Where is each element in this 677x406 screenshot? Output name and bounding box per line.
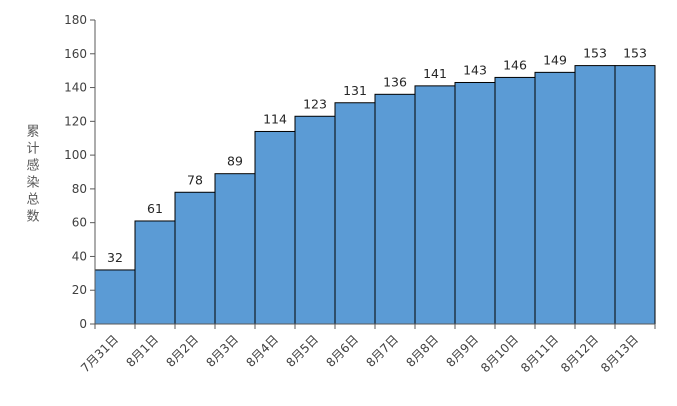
data-label: 89 xyxy=(227,154,243,169)
x-tick-label: 8月7日 xyxy=(363,332,401,370)
y-tick-label: 0 xyxy=(79,317,87,331)
y-tick-label: 100 xyxy=(64,148,87,162)
data-label: 61 xyxy=(147,201,163,216)
x-tick-label: 8月3日 xyxy=(203,332,241,370)
x-tick-label: 8月4日 xyxy=(243,332,281,370)
x-tick-label: 8月10日 xyxy=(478,332,521,375)
data-label: 123 xyxy=(303,96,327,111)
x-tick-label: 8月2日 xyxy=(163,332,201,370)
y-tick-label: 60 xyxy=(72,216,87,230)
y-axis-title: 累计感染总数 xyxy=(26,125,39,225)
data-label: 78 xyxy=(187,172,203,187)
data-label: 153 xyxy=(583,46,607,61)
x-tick-label: 8月12日 xyxy=(558,332,601,375)
data-label: 114 xyxy=(263,111,287,126)
y-tick-label: 80 xyxy=(72,182,87,196)
y-tick-label: 40 xyxy=(72,249,87,263)
bar xyxy=(494,76,536,325)
bar xyxy=(574,65,616,325)
bar xyxy=(534,71,576,325)
x-tick-label: 8月9日 xyxy=(443,332,481,370)
x-tick-label: 8月1日 xyxy=(123,332,161,370)
data-label: 141 xyxy=(423,66,447,81)
bar xyxy=(294,115,336,325)
data-label: 149 xyxy=(543,52,567,67)
bar xyxy=(254,130,296,325)
bar xyxy=(214,173,256,325)
x-tick-label: 7月31日 xyxy=(78,332,121,375)
x-tick-label: 8月8日 xyxy=(403,332,441,370)
bar xyxy=(174,191,216,325)
data-label: 136 xyxy=(383,74,407,89)
y-tick-label: 20 xyxy=(72,283,87,297)
x-axis-ticks: 7月31日 8月1日 8月2日 8月3日 8月4日 8月5日 8月6日 8月7日 8月8日 8月9… xyxy=(78,324,656,375)
bar xyxy=(454,81,496,325)
bar xyxy=(334,102,376,325)
y-tick-label: 180 xyxy=(64,13,87,27)
bar xyxy=(94,269,136,325)
x-tick-label: 8月13日 xyxy=(598,332,641,375)
bar xyxy=(134,220,176,325)
data-label: 32 xyxy=(107,250,123,265)
y-axis-ticks: 0 20 40 60 80 100 120 140 160 180 xyxy=(64,13,95,331)
data-label: 146 xyxy=(503,57,527,72)
y-tick-label: 160 xyxy=(64,47,87,61)
bar xyxy=(414,85,456,325)
y-tick-label: 120 xyxy=(64,114,87,128)
bar xyxy=(614,65,656,325)
data-label: 131 xyxy=(343,83,367,98)
x-tick-label: 8月11日 xyxy=(518,332,561,375)
data-label: 153 xyxy=(623,46,647,61)
y-axis-title-text: 累计感染总数 xyxy=(26,125,39,225)
x-tick-label: 8月6日 xyxy=(323,332,361,370)
bar xyxy=(374,93,416,325)
x-tick-label: 8月5日 xyxy=(283,332,321,370)
y-tick-label: 140 xyxy=(64,81,87,95)
bars xyxy=(94,65,656,325)
data-labels: 32 61 78 89 114 123 131 136 141 143 146 149 153 153 xyxy=(107,46,647,265)
data-label: 143 xyxy=(463,62,487,77)
